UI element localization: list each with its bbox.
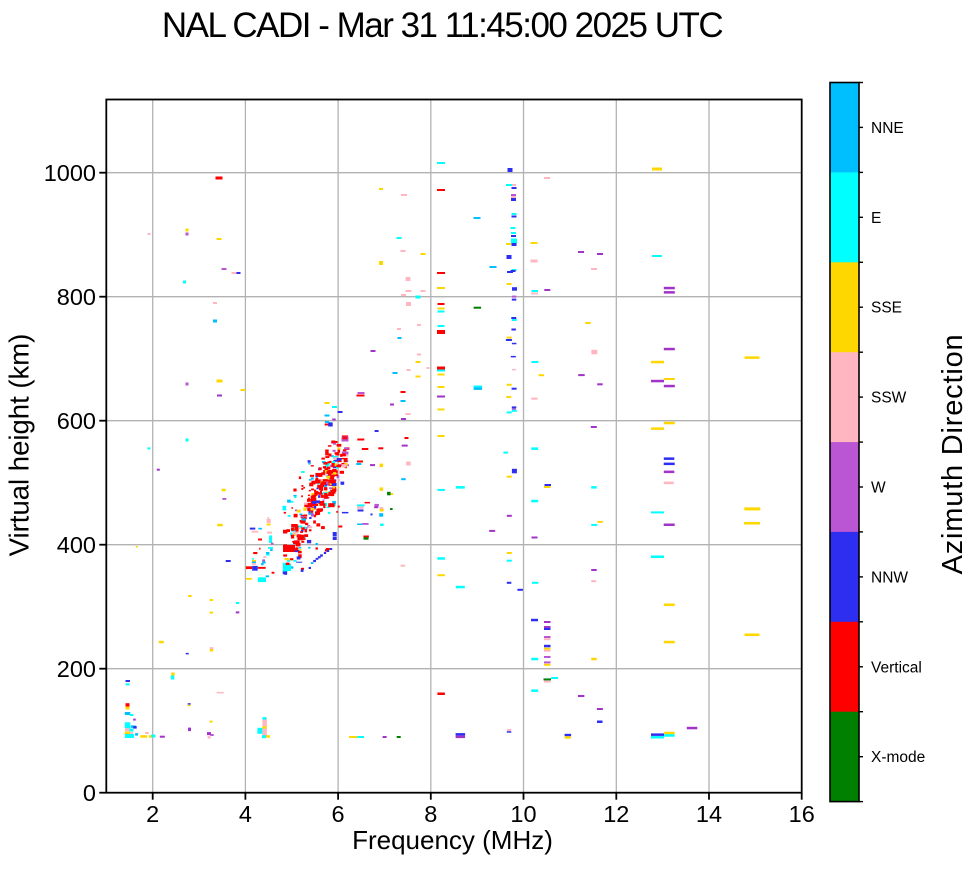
svg-text:SSW: SSW: [871, 390, 907, 407]
svg-text:4: 4: [239, 801, 252, 827]
svg-text:NAL CADI - Mar 31 11:45:00 202: NAL CADI - Mar 31 11:45:00 2025 UTC: [162, 6, 722, 45]
svg-text:8: 8: [424, 801, 437, 827]
svg-text:16: 16: [789, 801, 815, 827]
svg-text:2: 2: [146, 801, 159, 827]
svg-text:Azimuth Direction: Azimuth Direction: [937, 334, 969, 575]
svg-text:0: 0: [83, 780, 96, 806]
svg-text:SSE: SSE: [871, 300, 902, 317]
svg-text:6: 6: [332, 801, 345, 827]
svg-text:Virtual height (km): Virtual height (km): [4, 334, 35, 557]
svg-text:1000: 1000: [44, 160, 96, 186]
svg-text:NNE: NNE: [871, 120, 904, 137]
svg-text:800: 800: [57, 284, 96, 310]
svg-text:400: 400: [57, 532, 96, 558]
svg-text:Frequency (MHz): Frequency (MHz): [352, 825, 553, 855]
svg-text:W: W: [871, 480, 886, 497]
svg-text:600: 600: [57, 408, 96, 434]
svg-text:12: 12: [603, 801, 629, 827]
svg-text:NNW: NNW: [871, 569, 908, 586]
svg-text:E: E: [871, 210, 881, 227]
svg-text:Vertical: Vertical: [871, 659, 922, 676]
svg-text:14: 14: [696, 801, 722, 827]
svg-text:200: 200: [57, 656, 96, 682]
svg-text:10: 10: [510, 801, 536, 827]
svg-text:X-mode: X-mode: [871, 749, 925, 766]
